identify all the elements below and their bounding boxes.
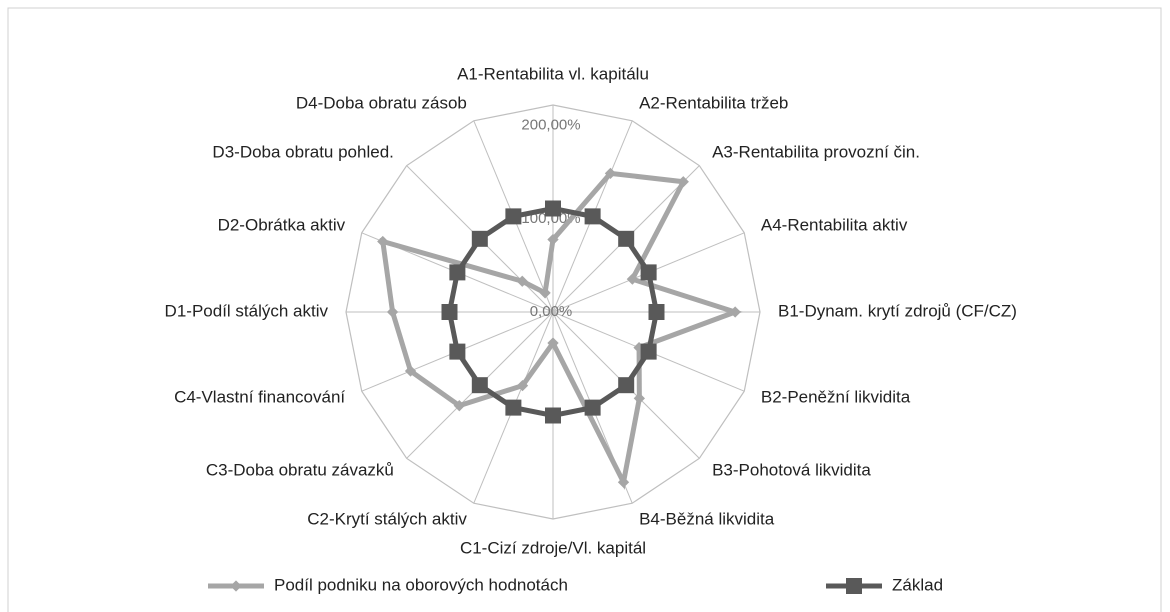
marker: [545, 407, 561, 424]
marker: [604, 167, 617, 180]
marker: [377, 235, 389, 248]
category-label: C1-Cizí zdroje/Vl. kapitál: [460, 538, 646, 557]
marker: [617, 476, 630, 488]
marker: [677, 176, 689, 188]
marker: [547, 233, 559, 246]
category-label: A1-Rentabilita vl. kapitálu: [457, 64, 649, 83]
category-label: B2-Peněžní likvidita: [761, 388, 911, 407]
marker: [471, 230, 488, 247]
marker: [729, 306, 741, 318]
category-label: D4-Doba obratu zásob: [296, 94, 467, 113]
marker: [640, 343, 657, 360]
marker: [633, 392, 646, 405]
category-label: C2-Krytí stálých aktiv: [307, 509, 467, 528]
marker: [453, 400, 465, 412]
marker: [404, 365, 417, 377]
category-label: A2-Rentabilita tržeb: [639, 94, 788, 113]
legend-label: Základ: [892, 575, 943, 594]
y-tick-label: 0,00%: [530, 303, 573, 320]
category-label: C4-Vlastní financování: [174, 388, 345, 407]
category-label: D1-Podíl stálých aktiv: [165, 301, 329, 320]
marker: [545, 200, 561, 217]
marker: [386, 306, 399, 318]
marker: [618, 230, 635, 247]
marker: [626, 273, 639, 285]
marker: [648, 304, 665, 320]
marker: [505, 208, 522, 225]
marker: [584, 399, 601, 416]
marker: [471, 377, 488, 394]
marker: [441, 304, 458, 320]
category-label: D3-Doba obratu pohled.: [212, 142, 393, 161]
category-label: B4-Běžná likvidita: [639, 509, 775, 528]
category-label: B1-Dynam. krytí zdrojů (CF/CZ): [778, 301, 1017, 320]
y-tick-label: 200,00%: [521, 117, 580, 134]
marker: [516, 379, 529, 392]
marker: [584, 208, 601, 225]
marker: [539, 287, 551, 299]
marker: [449, 343, 466, 360]
marker: [640, 264, 657, 281]
category-label: A4-Rentabilita aktiv: [761, 215, 908, 234]
marker: [618, 377, 635, 394]
marker: [449, 264, 466, 281]
legend-marker: [230, 580, 242, 592]
category-label: C3-Doba obratu závazků: [206, 461, 394, 480]
legend-marker: [846, 578, 862, 594]
marker: [505, 399, 522, 416]
legend-label: Podíl podniku na oborových hodnotách: [274, 575, 568, 594]
marker: [516, 275, 528, 287]
category-label: B3-Pohotová likvidita: [712, 461, 871, 480]
chart-frame: [7, 7, 1162, 612]
marker: [547, 337, 559, 349]
category-label: D2-Obrátka aktiv: [218, 215, 346, 234]
category-label: A3-Rentabilita provozní čin.: [712, 142, 920, 161]
